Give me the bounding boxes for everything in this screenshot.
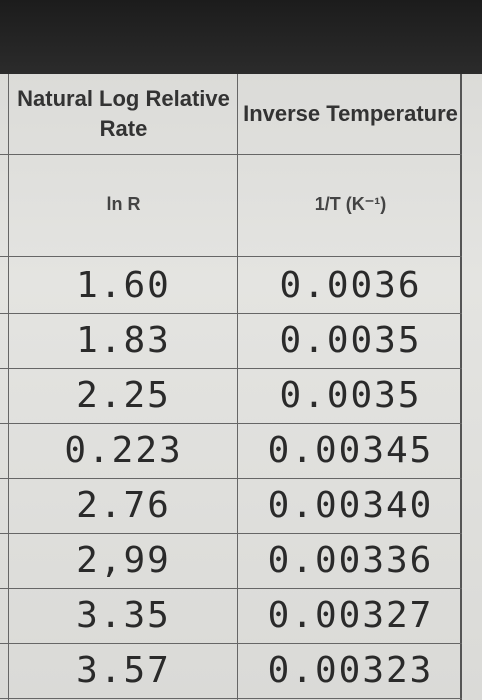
table-cell: 0.0036: [279, 265, 422, 306]
table-cell: 0.0035: [279, 320, 422, 361]
table-cell: 1.83: [76, 320, 171, 361]
column-symbol: ln R: [106, 193, 141, 214]
table-cell: 0.00345: [267, 430, 434, 471]
table: Natural Log Relative Rate Inverse Temper…: [0, 74, 462, 700]
table-cell: 3.57: [76, 650, 171, 691]
column-line: [237, 74, 238, 700]
row-line: [0, 588, 462, 589]
table-cell: 0.00340: [267, 485, 434, 526]
table-cell: 0.00336: [267, 540, 434, 581]
column-header: Inverse Temperature: [243, 101, 458, 126]
row-line: [0, 368, 462, 369]
row-line: [0, 478, 462, 479]
dark-band: [0, 0, 482, 74]
table-cell: 2.76: [76, 485, 171, 526]
table-cell: 0.0035: [279, 375, 422, 416]
table-cell: 1.60: [76, 265, 171, 306]
table-cell: 2.25: [76, 375, 171, 416]
table-cell: 2,99: [76, 540, 171, 581]
row-line: [0, 256, 462, 257]
column-line: [8, 74, 9, 700]
row-line: [0, 154, 462, 155]
row-line: [0, 698, 462, 699]
table-cell: 3.35: [76, 595, 171, 636]
table-cell: 0.00327: [267, 595, 434, 636]
column-symbol: 1/T (K⁻¹): [314, 193, 387, 214]
table-cell: 0.00323: [267, 650, 434, 691]
column-header: Natural Log Relative Rate: [17, 86, 230, 141]
row-line: [0, 533, 462, 534]
row-line: [0, 643, 462, 644]
row-line: [0, 423, 462, 424]
row-line: [0, 313, 462, 314]
table-cell: 0.223: [64, 430, 183, 471]
